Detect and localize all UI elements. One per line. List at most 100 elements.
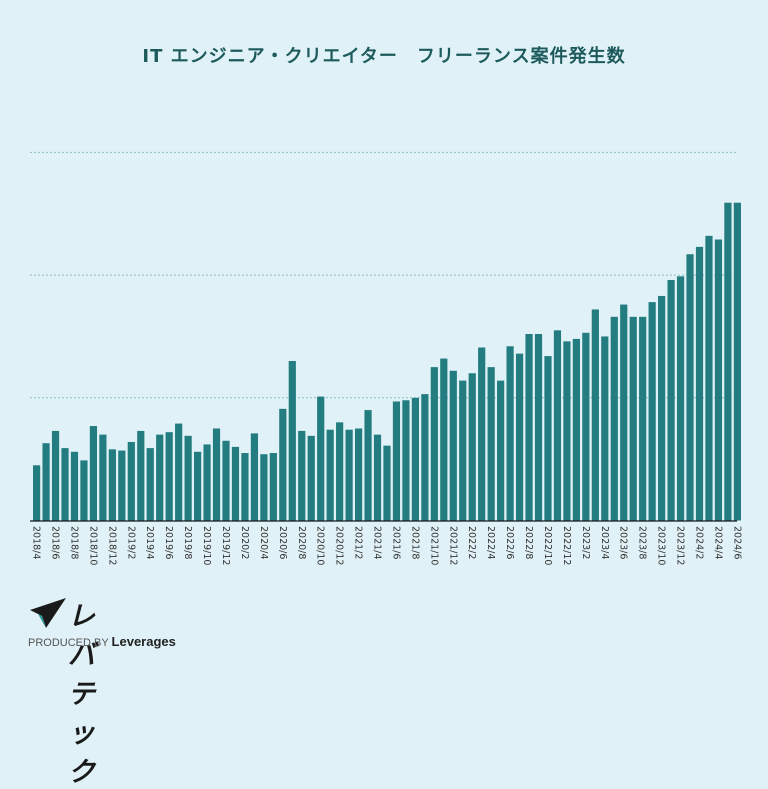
x-tick-label: 2022/10 xyxy=(542,526,553,565)
bar-2024/3 xyxy=(705,235,713,521)
bar-2020/10 xyxy=(317,396,325,521)
bar-2024/6 xyxy=(733,202,741,521)
bar-2019/2 xyxy=(127,441,135,521)
x-tick-label: 2024/6 xyxy=(731,526,742,559)
bar-2021/5 xyxy=(383,445,391,521)
bar-2021/9 xyxy=(421,394,429,521)
bar-2018/10 xyxy=(89,426,98,521)
x-tick-label: 2018/12 xyxy=(106,526,117,565)
bar-2020/6 xyxy=(279,408,287,521)
x-tick-label: 2018/6 xyxy=(50,526,61,559)
bar-2021/7 xyxy=(402,400,410,521)
bar-2022/4 xyxy=(487,367,495,521)
x-tick-label: 2019/6 xyxy=(163,526,174,559)
x-tick-label: 2020/2 xyxy=(239,526,250,559)
x-tick-label: 2019/10 xyxy=(201,526,212,565)
x-tick-label: 2018/4 xyxy=(31,526,42,559)
bar-2023/4 xyxy=(601,336,609,521)
x-tick-label: 2019/8 xyxy=(182,526,193,559)
bar-2019/8 xyxy=(184,435,192,521)
bar-2018/7 xyxy=(61,448,69,521)
x-tick-label: 2020/8 xyxy=(296,526,307,559)
bar-2021/12 xyxy=(449,370,457,521)
bar-2020/3 xyxy=(250,433,259,521)
bar-2021/11 xyxy=(440,358,448,521)
x-tick-label: 2024/4 xyxy=(712,526,723,559)
bar-2019/7 xyxy=(175,423,183,521)
x-tick-label: 2019/2 xyxy=(125,526,136,559)
x-tick-label: 2020/4 xyxy=(258,526,269,559)
bar-2022/7 xyxy=(515,353,524,521)
bar-2021/2 xyxy=(354,428,363,521)
x-tick-label: 2022/2 xyxy=(466,526,477,559)
bar-2019/4 xyxy=(146,448,154,521)
bar-2022/8 xyxy=(525,333,533,521)
bar-2020/2 xyxy=(241,453,249,521)
bar-2023/1 xyxy=(572,338,580,521)
x-tick-label: 2023/2 xyxy=(580,526,591,559)
bar-2022/9 xyxy=(534,333,543,521)
bar-2021/6 xyxy=(392,401,401,521)
bar-2024/4 xyxy=(714,239,723,521)
bar-2021/4 xyxy=(373,434,382,521)
x-tick-label: 2018/10 xyxy=(87,526,98,565)
x-tick-label: 2022/4 xyxy=(485,526,496,559)
x-tick-label: 2020/10 xyxy=(315,526,326,565)
x-tick-label: 2021/2 xyxy=(353,526,364,559)
bar-2020/1 xyxy=(231,446,240,521)
produced-by-label: PRODUCED BY xyxy=(28,637,109,649)
x-tick-label: 2021/10 xyxy=(428,526,439,565)
x-tick-label: 2021/12 xyxy=(447,526,458,565)
bar-2018/6 xyxy=(51,430,60,521)
bar-2022/1 xyxy=(459,380,467,521)
bar-2023/12 xyxy=(676,276,685,521)
bar-2019/6 xyxy=(165,432,173,521)
chart-title: IT エンジニア・クリエイター フリーランス案件発生数 xyxy=(142,46,626,67)
bar-2023/3 xyxy=(591,309,599,521)
x-tick-label: 2023/10 xyxy=(656,526,667,565)
paper-plane-check-icon xyxy=(30,598,66,628)
bar-2020/5 xyxy=(269,453,277,521)
bar-2019/12 xyxy=(222,440,230,521)
bar-2023/9 xyxy=(648,302,656,521)
bar-2018/4 xyxy=(33,465,41,521)
bar-2020/12 xyxy=(336,422,344,521)
bar-2024/5 xyxy=(724,202,732,521)
bar-2022/5 xyxy=(497,380,505,521)
logo-name: レバテック xyxy=(68,601,95,788)
x-tick-label: 2021/4 xyxy=(372,526,383,559)
x-tick-label: 2022/6 xyxy=(504,526,515,559)
x-tick-label: 2020/6 xyxy=(277,526,288,559)
produced-by: PRODUCED BY Leverages xyxy=(28,634,176,649)
x-tick-label: 2018/8 xyxy=(68,526,79,559)
bar-2022/6 xyxy=(506,346,514,521)
bar-2021/10 xyxy=(430,367,438,521)
bar-2022/11 xyxy=(553,330,562,521)
bar-2023/5 xyxy=(610,316,618,521)
bar-2019/1 xyxy=(118,450,126,521)
bar-2019/9 xyxy=(193,451,202,521)
bar-2021/1 xyxy=(345,429,353,521)
x-tick-label: 2023/4 xyxy=(599,526,610,559)
bar-2018/8 xyxy=(70,451,79,521)
x-tick-label: 2023/12 xyxy=(675,526,686,565)
x-tick-label: 2020/12 xyxy=(334,526,345,565)
x-tick-label: 2023/8 xyxy=(637,526,648,559)
company-name: Leverages xyxy=(111,634,176,649)
x-tick-label: 2022/8 xyxy=(523,526,534,559)
x-tick-label: 2021/6 xyxy=(390,526,401,559)
x-tick-label: 2024/2 xyxy=(694,526,705,559)
bar-2018/12 xyxy=(108,449,116,521)
bar-2020/7 xyxy=(288,360,296,521)
bar-2023/2 xyxy=(582,332,590,521)
bar-2018/11 xyxy=(99,434,107,521)
x-tick-label: 2021/8 xyxy=(409,526,420,559)
bar-2022/12 xyxy=(563,341,571,521)
bar-2018/5 xyxy=(42,443,50,521)
bar-2021/3 xyxy=(364,410,372,521)
bar-2018/9 xyxy=(80,460,88,521)
x-tick-label: 2022/12 xyxy=(561,526,572,565)
bar-2019/11 xyxy=(212,428,221,521)
bar-2022/2 xyxy=(468,373,476,521)
bar-2022/10 xyxy=(544,356,552,521)
